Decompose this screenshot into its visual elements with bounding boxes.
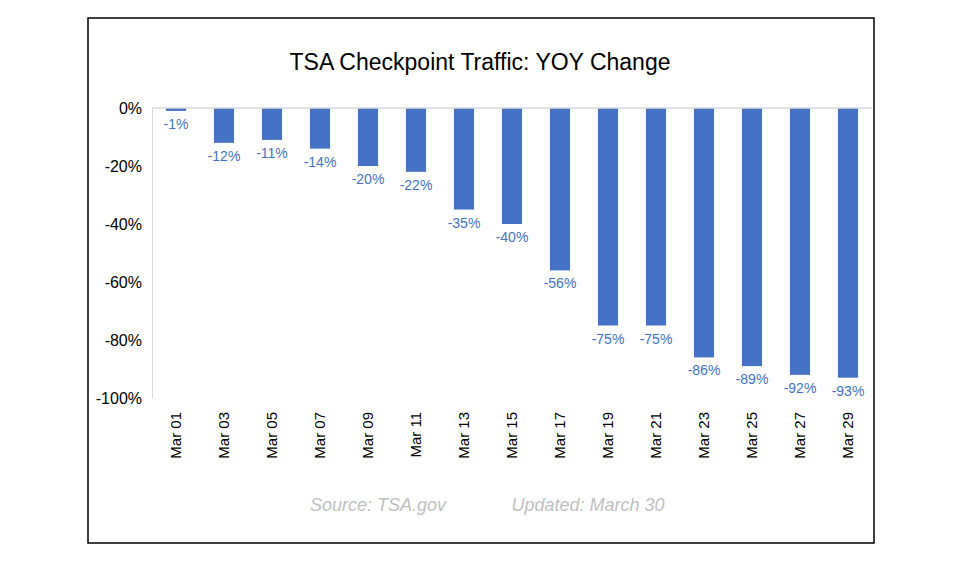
annotations: Source: TSA.gov Updated: March 30 — [310, 495, 665, 515]
bar — [214, 108, 234, 143]
annotation: Source: TSA.gov — [310, 495, 447, 515]
x-tick-label: Mar 03 — [215, 412, 232, 459]
y-tick: 0% — [119, 100, 152, 117]
y-axis: -100% -80% -60% -40% -20% 0% — [96, 100, 153, 407]
x-tick: Mar 21 — [647, 398, 664, 459]
x-tick: Mar 17 — [551, 398, 568, 459]
data-label: -1% — [164, 116, 189, 132]
x-tick-label: Mar 27 — [791, 412, 808, 459]
data-label: -14% — [304, 154, 337, 170]
x-tick-label: Mar 11 — [407, 412, 424, 458]
x-tick-label: Mar 23 — [695, 412, 712, 459]
y-tick: -60% — [105, 274, 152, 291]
x-tick: Mar 23 — [695, 398, 712, 459]
bar — [838, 108, 858, 378]
data-label: -56% — [544, 275, 577, 291]
x-tick-label: Mar 15 — [503, 412, 520, 459]
x-tick: Mar 01 — [167, 398, 184, 459]
x-tick-label: Mar 19 — [599, 412, 616, 459]
data-labels: -1%-12%-11%-14%-20%-22%-35%-40%-56%-75%-… — [164, 116, 865, 399]
x-axis-line — [153, 398, 873, 399]
y-tick-label: 0% — [119, 100, 142, 117]
y-tick: -40% — [105, 216, 152, 233]
y-tick-label: -20% — [105, 158, 142, 175]
bar — [502, 108, 522, 224]
x-tick-label: Mar 01 — [167, 412, 184, 459]
data-label: -22% — [400, 177, 433, 193]
bar — [694, 108, 714, 357]
y-tick-label: -80% — [105, 332, 142, 349]
data-label: -93% — [832, 383, 865, 399]
data-label: -92% — [784, 380, 817, 396]
y-tick: -100% — [96, 390, 152, 407]
y-tick-label: -40% — [105, 216, 142, 233]
data-label: -75% — [640, 331, 673, 347]
x-tick-label: Mar 07 — [311, 412, 328, 459]
title: TSA Checkpoint Traffic: YOY Change — [290, 49, 671, 75]
x-tick: Mar 15 — [503, 398, 520, 459]
x-tick: Mar 27 — [791, 398, 808, 459]
x-tick-label: Mar 21 — [647, 412, 664, 459]
data-label: -86% — [688, 362, 721, 378]
bar — [358, 108, 378, 166]
x-tick-label: Mar 13 — [455, 412, 472, 459]
bar — [790, 108, 810, 375]
data-label: -20% — [352, 171, 385, 187]
x-tick-label: Mar 29 — [839, 412, 856, 459]
x-tick: Mar 09 — [359, 398, 376, 459]
x-tick: Mar 11 — [407, 398, 424, 458]
data-label: -12% — [208, 148, 241, 164]
y-tick-label: -100% — [96, 390, 142, 407]
x-tick: Mar 29 — [839, 398, 856, 459]
x-axis: Mar 01 Mar 03 Mar 05 Mar 07 Mar 09 Mar 11 Mar … — [153, 398, 873, 459]
y-tick: -20% — [105, 158, 152, 175]
bar — [550, 108, 570, 270]
data-label: -35% — [448, 215, 481, 231]
annotation: Updated: March 30 — [511, 495, 664, 515]
bar — [646, 108, 666, 326]
x-tick-label: Mar 17 — [551, 412, 568, 459]
zero-line — [152, 107, 872, 109]
y-axis-line — [152, 109, 153, 399]
x-tick: Mar 07 — [311, 398, 328, 459]
bar — [262, 108, 282, 140]
x-tick: Mar 03 — [215, 398, 232, 459]
data-label: -89% — [736, 371, 769, 387]
x-tick: Mar 05 — [263, 398, 280, 459]
y-tick: -80% — [105, 332, 152, 349]
data-label: -11% — [256, 145, 288, 161]
x-tick: Mar 19 — [599, 398, 616, 459]
y-tick-label: -60% — [105, 274, 142, 291]
chart: TSA Checkpoint Traffic: YOY Change-100%-… — [0, 0, 962, 572]
bars — [166, 108, 858, 378]
data-label: -40% — [496, 229, 529, 245]
bar — [310, 108, 330, 149]
x-tick-label: Mar 05 — [263, 412, 280, 459]
x-tick: Mar 13 — [455, 398, 472, 459]
bar — [598, 108, 618, 326]
bar — [454, 108, 474, 210]
bar — [406, 108, 426, 172]
data-label: -75% — [592, 331, 625, 347]
chart-frame — [88, 18, 874, 543]
x-tick-label: Mar 25 — [743, 412, 760, 459]
bar — [742, 108, 762, 366]
x-tick-label: Mar 09 — [359, 412, 376, 459]
x-tick: Mar 25 — [743, 398, 760, 459]
